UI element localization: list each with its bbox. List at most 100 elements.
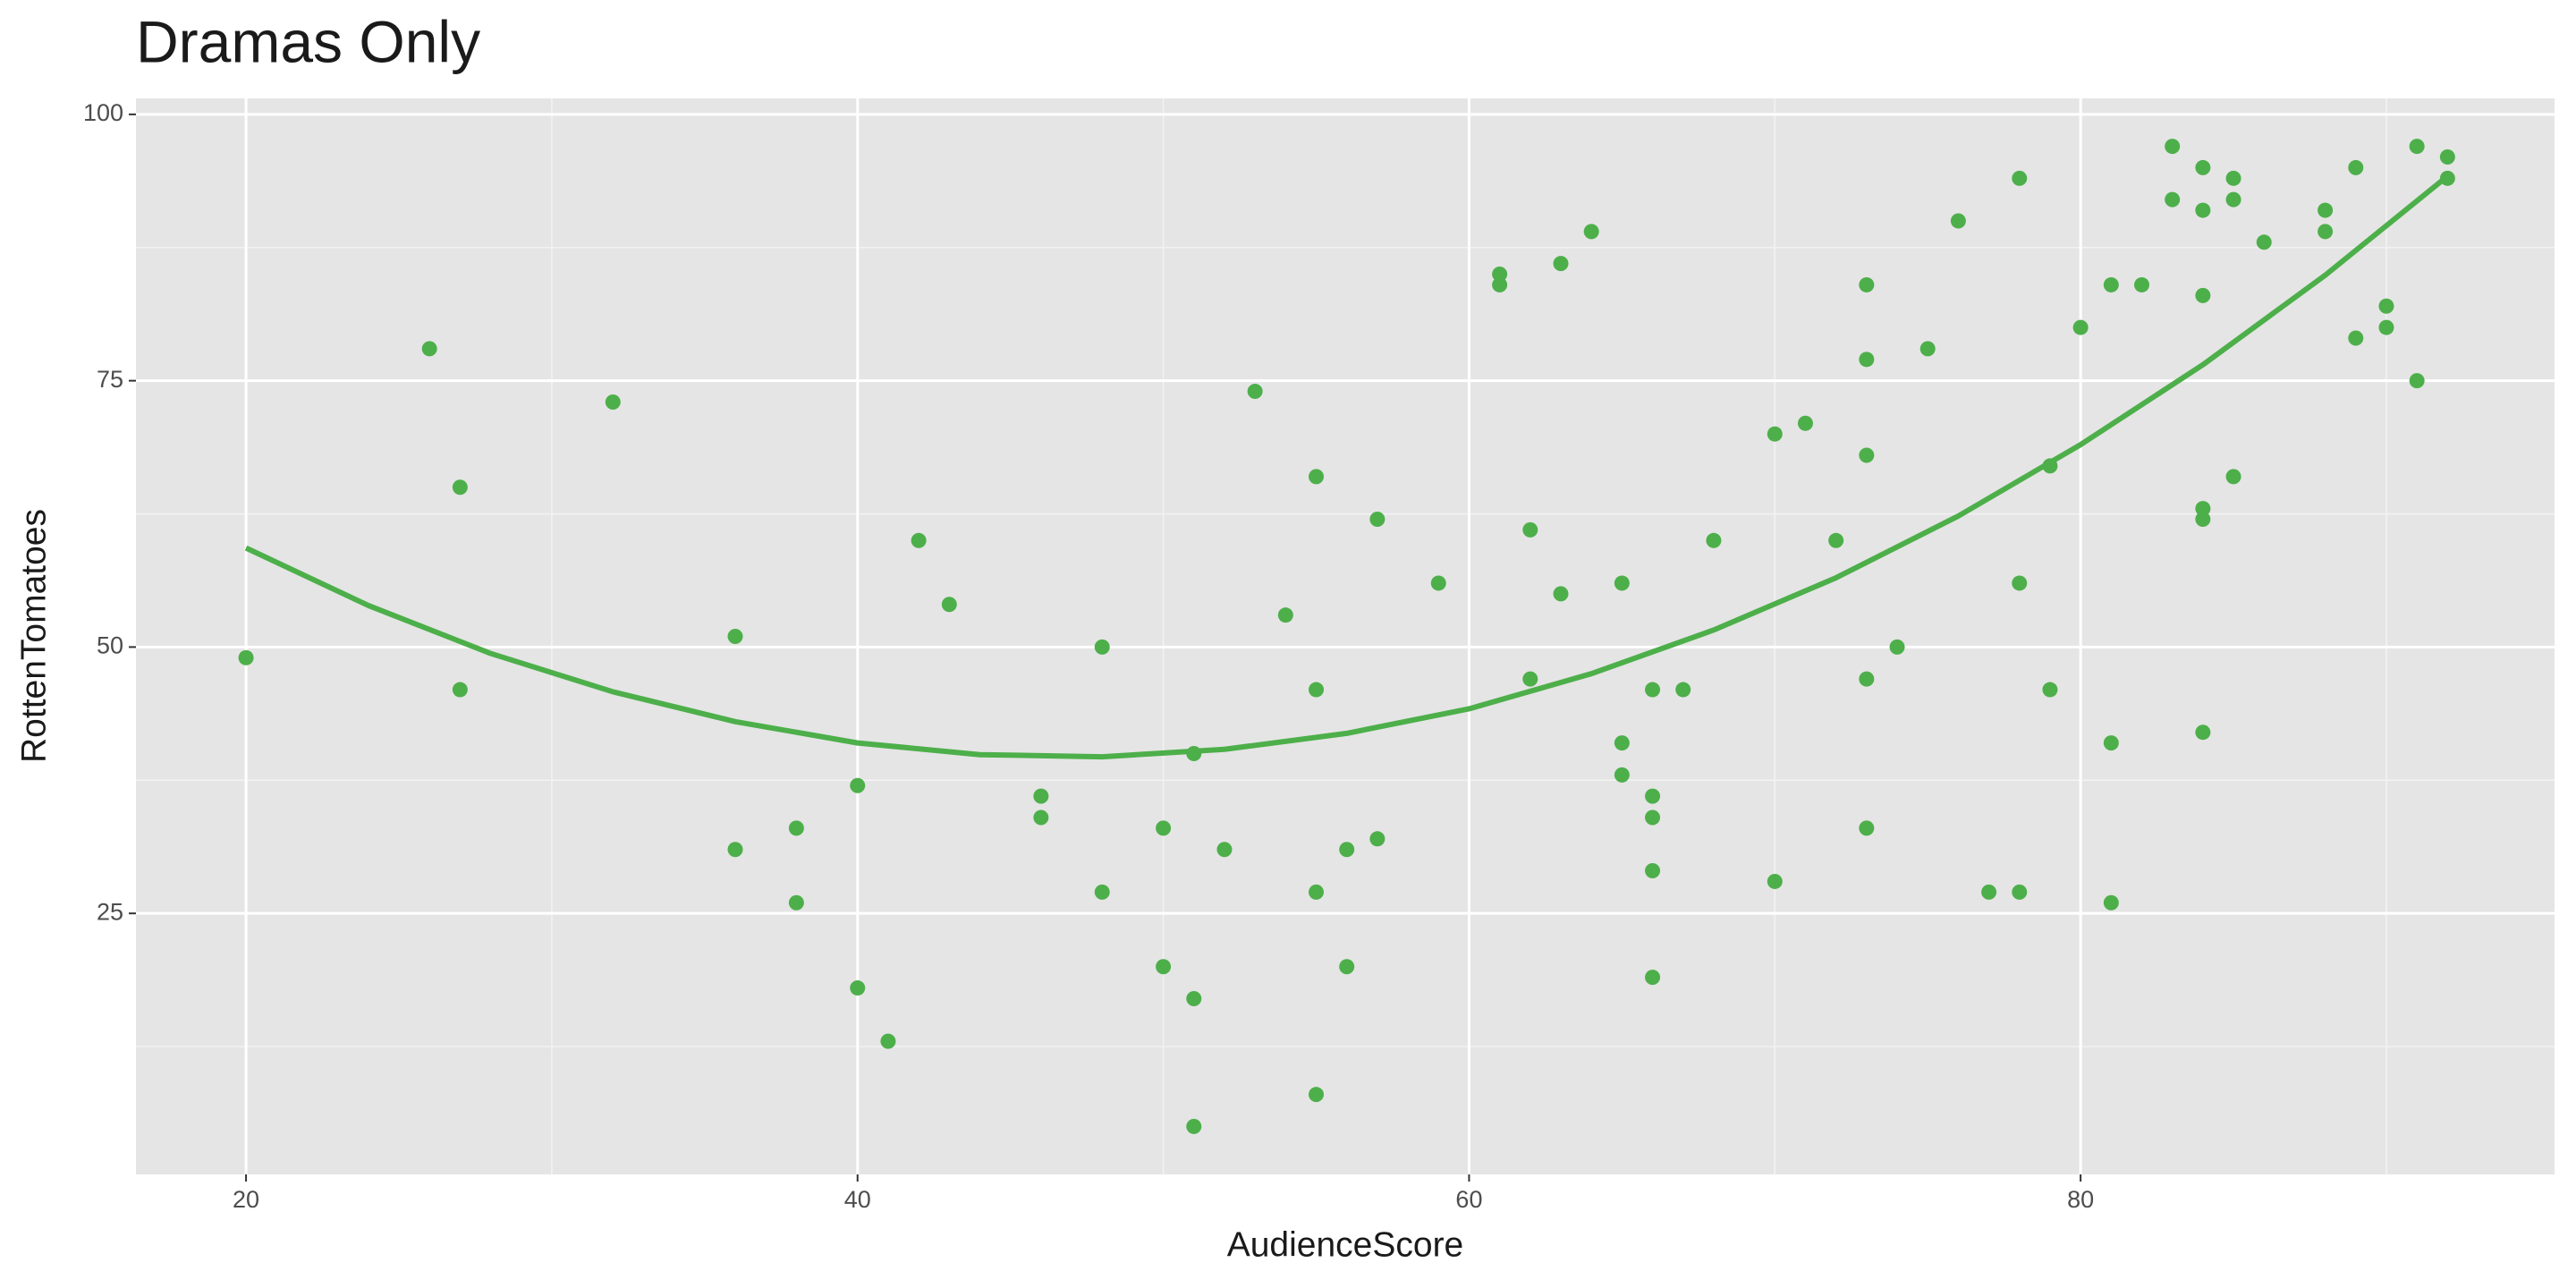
data-point <box>2439 149 2455 165</box>
data-point <box>1553 256 1569 272</box>
data-point <box>238 649 254 665</box>
data-point <box>1309 884 1325 900</box>
data-point <box>1094 639 1110 655</box>
data-point <box>2348 330 2364 346</box>
data-point <box>2165 139 2181 155</box>
data-point <box>1767 426 1783 442</box>
data-point <box>850 980 866 996</box>
data-point <box>2409 139 2425 155</box>
data-point <box>1614 575 1630 591</box>
data-point <box>1094 884 1110 900</box>
data-point <box>1186 1118 1202 1134</box>
data-point <box>1859 447 1875 463</box>
data-point <box>2378 298 2394 314</box>
x-tick-label: 80 <box>2067 1186 2094 1213</box>
data-point <box>1156 820 1172 836</box>
data-point <box>1583 224 1599 240</box>
data-point <box>2103 735 2119 751</box>
data-point <box>2042 682 2058 698</box>
data-point <box>2012 575 2028 591</box>
data-point <box>1156 959 1172 975</box>
data-point <box>1247 384 1263 400</box>
data-point <box>452 682 468 698</box>
data-point <box>421 341 437 357</box>
data-point <box>880 1033 896 1049</box>
y-tick-label: 100 <box>83 99 123 126</box>
data-point <box>1919 341 1936 357</box>
data-point <box>2134 276 2150 292</box>
data-point <box>1492 276 1508 292</box>
data-point <box>2318 224 2334 240</box>
data-point <box>850 777 866 793</box>
data-point <box>2195 202 2211 218</box>
data-point <box>2378 319 2394 335</box>
data-point <box>1645 788 1661 804</box>
chart-title: Dramas Only <box>136 8 480 74</box>
data-point <box>2409 373 2425 389</box>
data-point <box>911 532 927 548</box>
data-point <box>1614 767 1630 783</box>
data-point <box>788 894 804 911</box>
data-point <box>2225 191 2241 208</box>
data-point <box>1706 532 1722 548</box>
data-point <box>1767 873 1783 889</box>
data-point <box>2195 724 2211 741</box>
panel <box>136 98 2555 1174</box>
data-point <box>1859 820 1875 836</box>
x-tick-label: 60 <box>1455 1186 1482 1213</box>
data-point <box>1277 607 1293 623</box>
data-point <box>1339 959 1355 975</box>
y-tick-label: 25 <box>97 898 123 925</box>
y-axis-title: RottenTomatoes <box>14 509 53 763</box>
x-axis-title: AudienceScore <box>1227 1225 1464 1264</box>
data-point <box>2072 319 2089 335</box>
data-point <box>1645 682 1661 698</box>
data-point <box>2012 884 2028 900</box>
data-point <box>1309 1087 1325 1103</box>
data-point <box>1645 809 1661 826</box>
data-point <box>2195 287 2211 303</box>
data-point <box>2012 170 2028 186</box>
data-point <box>1369 511 1385 527</box>
x-tick-label: 20 <box>233 1186 259 1213</box>
data-point <box>2103 276 2119 292</box>
data-point <box>2348 159 2364 175</box>
data-point <box>1216 842 1233 858</box>
data-point <box>1553 586 1569 602</box>
data-point <box>2318 202 2334 218</box>
data-point <box>1033 788 1049 804</box>
data-point <box>788 820 804 836</box>
data-point <box>1645 863 1661 879</box>
data-point <box>1339 842 1355 858</box>
data-point <box>1859 276 1875 292</box>
data-point <box>1859 352 1875 368</box>
data-point <box>2195 501 2211 517</box>
data-point <box>1859 671 1875 687</box>
data-point <box>1828 532 1844 548</box>
data-point <box>1614 735 1630 751</box>
data-point <box>2256 234 2272 250</box>
data-point <box>2195 511 2211 527</box>
data-point <box>1645 970 1661 986</box>
data-point <box>1369 831 1385 847</box>
data-point <box>1950 213 1966 229</box>
data-point <box>1981 884 1997 900</box>
data-point <box>1309 469 1325 485</box>
data-point <box>1522 671 1538 687</box>
y-tick-label: 75 <box>97 366 123 393</box>
data-point <box>1797 415 1813 431</box>
data-point <box>1889 639 1905 655</box>
data-point <box>1522 521 1538 538</box>
data-point <box>1033 809 1049 826</box>
data-point <box>2165 191 2181 208</box>
y-tick-label: 50 <box>97 632 123 659</box>
x-tick-label: 40 <box>844 1186 871 1213</box>
data-point <box>1675 682 1691 698</box>
data-point <box>941 597 957 613</box>
data-point <box>1309 682 1325 698</box>
data-point <box>605 394 621 410</box>
data-point <box>727 629 743 644</box>
data-point <box>1492 267 1508 283</box>
data-point <box>1430 575 1446 591</box>
